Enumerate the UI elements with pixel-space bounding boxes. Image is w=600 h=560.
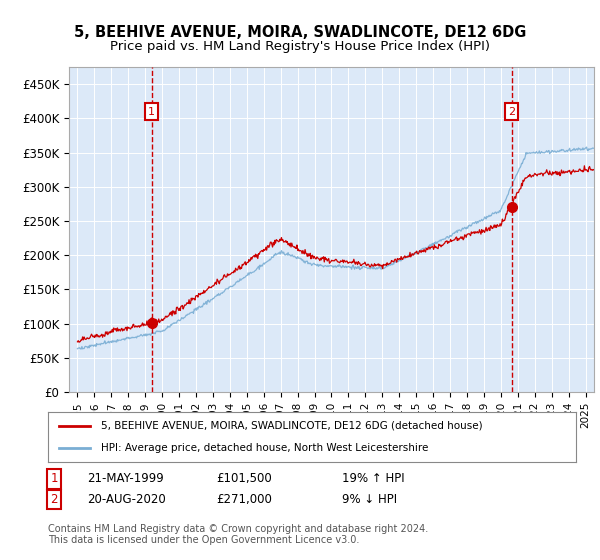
Text: £101,500: £101,500 (216, 472, 272, 486)
Text: HPI: Average price, detached house, North West Leicestershire: HPI: Average price, detached house, Nort… (101, 443, 428, 453)
Text: 20-AUG-2020: 20-AUG-2020 (87, 493, 166, 506)
Text: 2: 2 (508, 106, 515, 116)
Text: 21-MAY-1999: 21-MAY-1999 (87, 472, 164, 486)
Text: 1: 1 (148, 106, 155, 116)
Text: 5, BEEHIVE AVENUE, MOIRA, SWADLINCOTE, DE12 6DG: 5, BEEHIVE AVENUE, MOIRA, SWADLINCOTE, D… (74, 25, 526, 40)
Text: 1: 1 (50, 472, 58, 486)
Text: 2: 2 (50, 493, 58, 506)
Text: 19% ↑ HPI: 19% ↑ HPI (342, 472, 404, 486)
Text: 5, BEEHIVE AVENUE, MOIRA, SWADLINCOTE, DE12 6DG (detached house): 5, BEEHIVE AVENUE, MOIRA, SWADLINCOTE, D… (101, 421, 482, 431)
Text: £271,000: £271,000 (216, 493, 272, 506)
Text: 9% ↓ HPI: 9% ↓ HPI (342, 493, 397, 506)
Text: Contains HM Land Registry data © Crown copyright and database right 2024.
This d: Contains HM Land Registry data © Crown c… (48, 524, 428, 545)
Text: Price paid vs. HM Land Registry's House Price Index (HPI): Price paid vs. HM Land Registry's House … (110, 40, 490, 53)
